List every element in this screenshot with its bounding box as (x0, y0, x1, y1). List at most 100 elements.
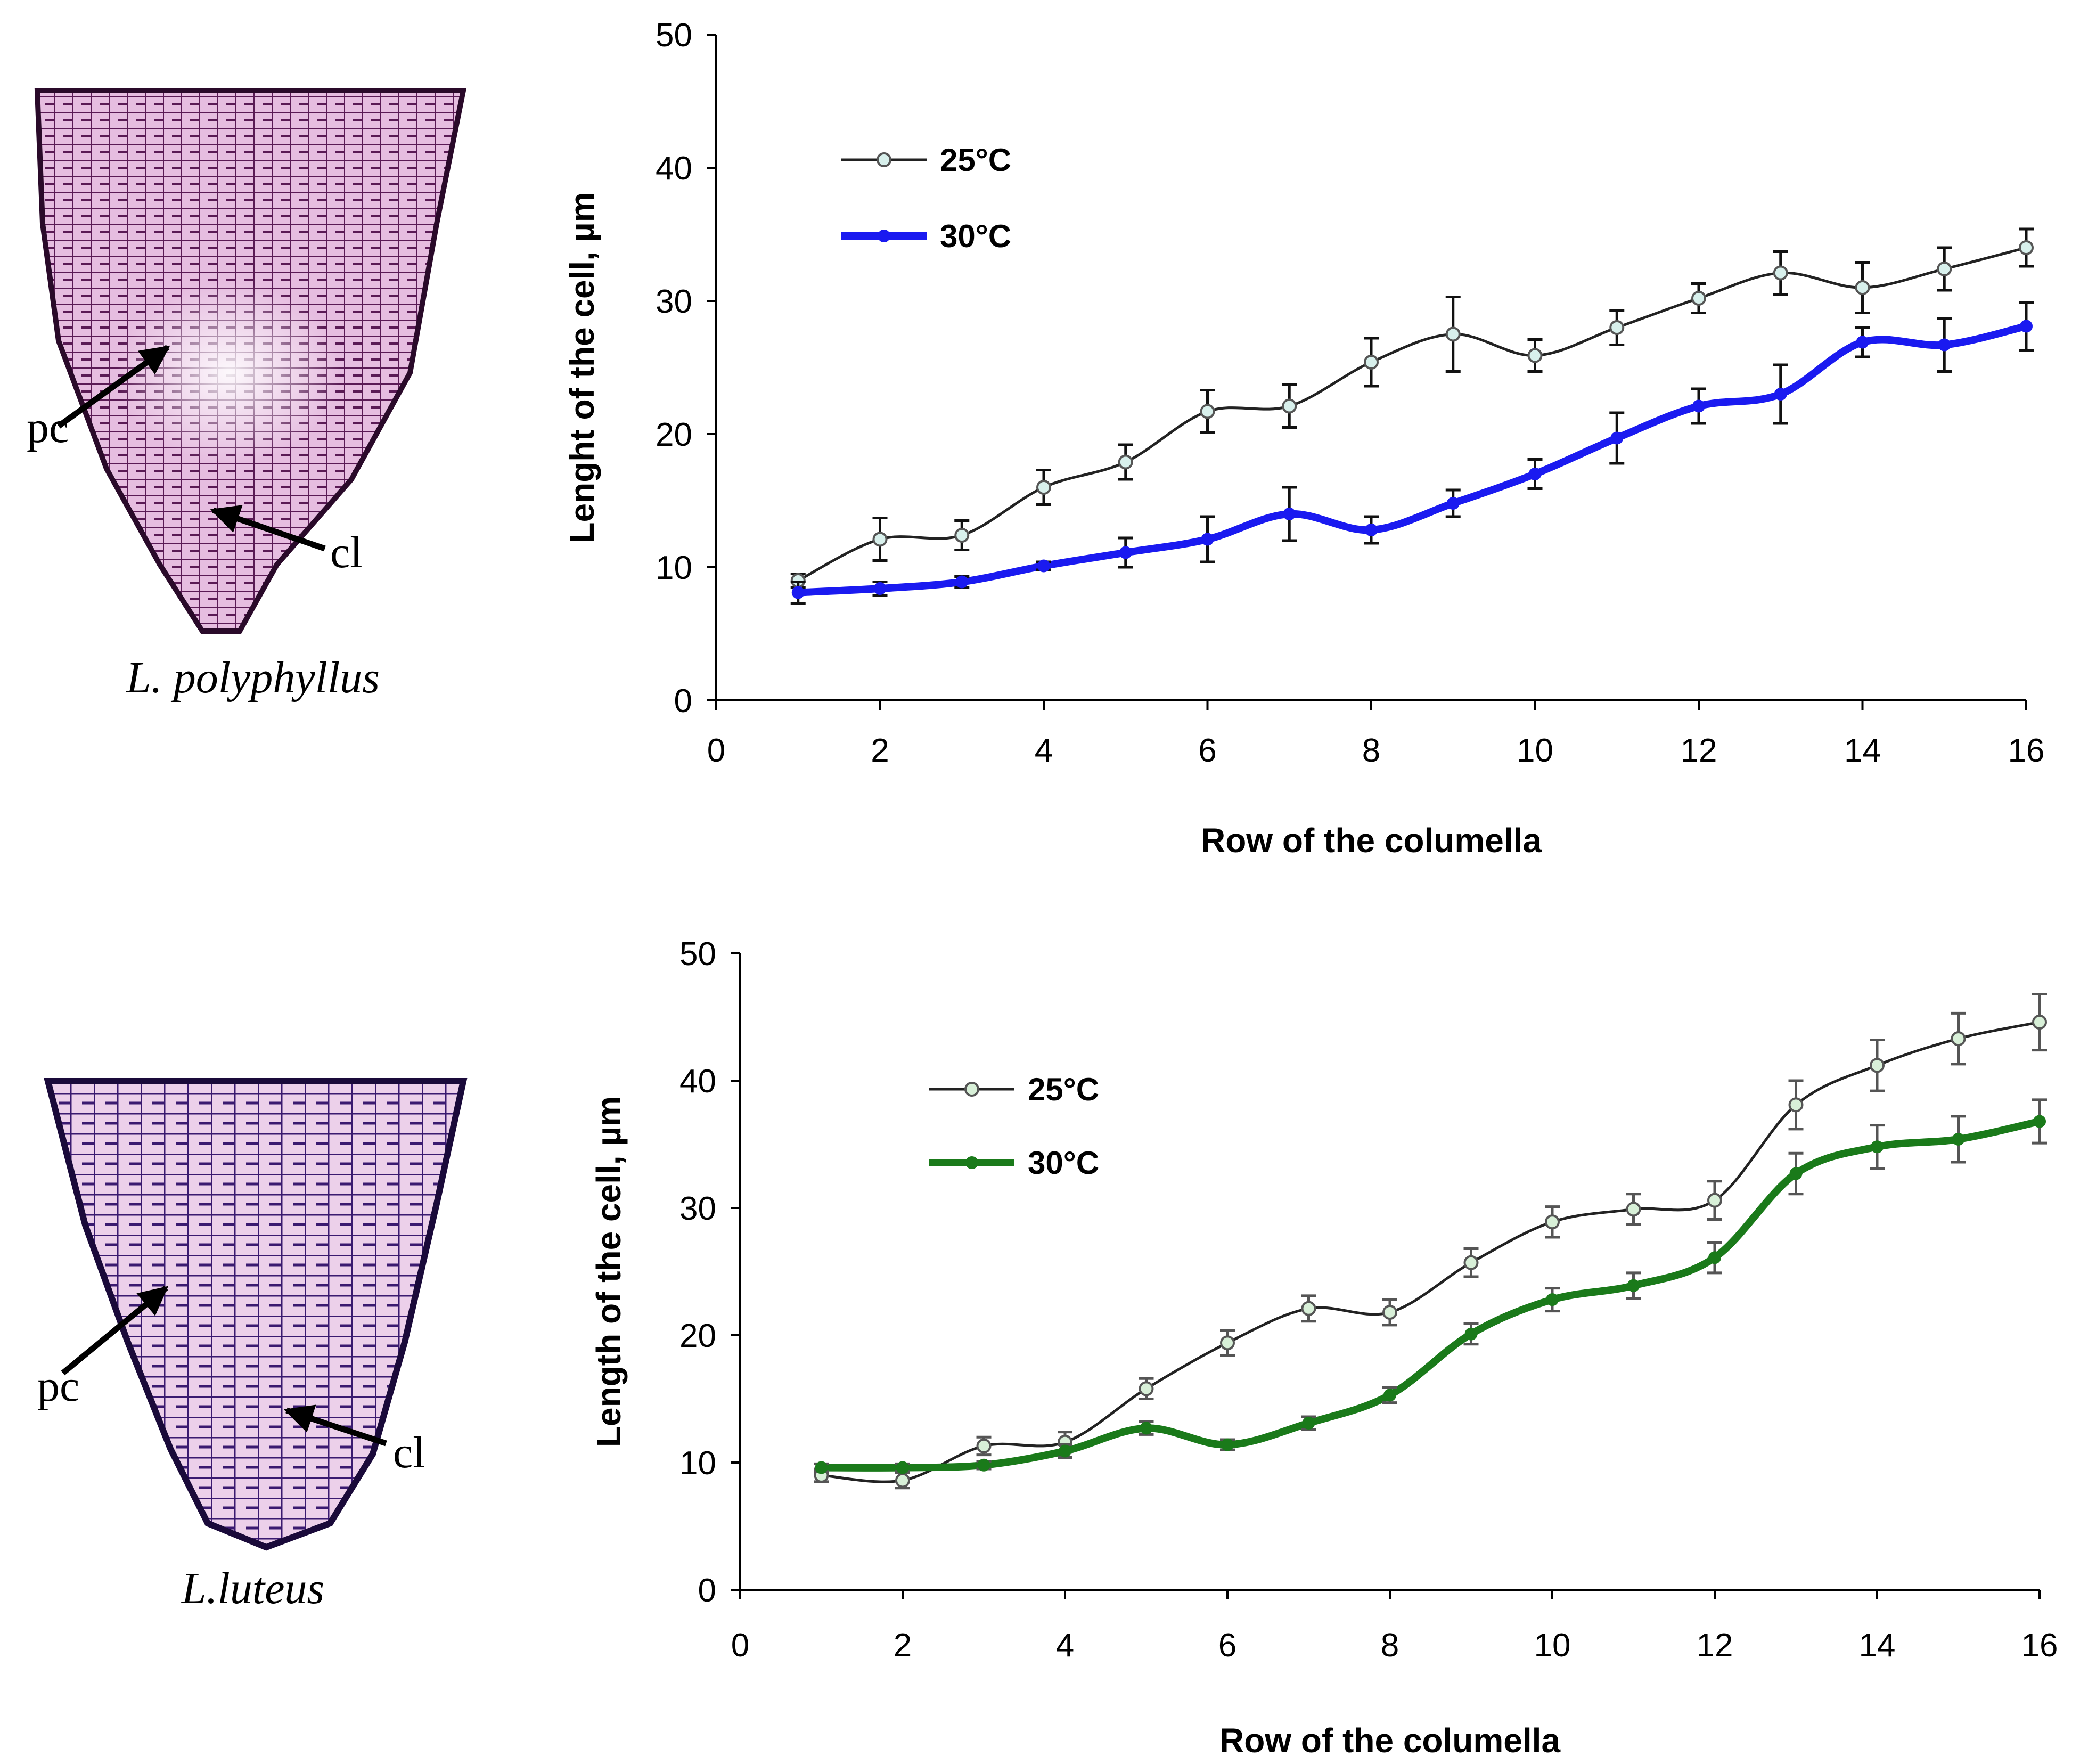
legend-marker (964, 1082, 979, 1097)
x-tick-label: 8 (1362, 732, 1380, 769)
series-1 (790, 301, 2034, 605)
series-line (821, 1117, 2041, 1472)
cl-label-b: cl (393, 1428, 425, 1477)
data-point (1118, 454, 1133, 470)
legend-item: 25°C (929, 1072, 1099, 1107)
legend-marker (877, 152, 891, 167)
photo-luteus: pc cl L.luteus (37, 1078, 468, 1613)
y-tick-label: 20 (656, 416, 692, 453)
y-tick-label: 40 (679, 1063, 716, 1100)
data-point (954, 528, 970, 543)
data-point (1445, 326, 1461, 342)
data-point (1036, 480, 1051, 495)
data-point (2033, 1115, 2046, 1128)
y-axis-title: Lenght of the cell, µm (563, 192, 601, 543)
y-tick-label: 10 (679, 1445, 716, 1482)
x-tick-label: 6 (1198, 732, 1216, 769)
data-point (1383, 1389, 1396, 1402)
photo-polyphyllus: pc cl L. polyphyllus (27, 88, 467, 703)
legend-item: 25°C (841, 142, 1011, 178)
data-point (977, 1458, 990, 1472)
x-tick-label: 6 (1218, 1627, 1236, 1664)
data-point (1283, 508, 1296, 520)
data-point (1691, 291, 1706, 306)
y-tick-label: 30 (679, 1190, 716, 1227)
data-point (976, 1438, 992, 1453)
data-point (1870, 1058, 1885, 1073)
data-point (1365, 524, 1378, 536)
data-point (872, 532, 888, 547)
x-tick-label: 0 (707, 732, 725, 769)
x-tick-label: 16 (2008, 732, 2045, 769)
data-point (1938, 338, 1951, 352)
series-line (797, 246, 2027, 582)
data-point (1446, 497, 1460, 510)
x-tick-label: 8 (1381, 1627, 1399, 1664)
cl-label-a: cl (330, 528, 363, 577)
chart-polyphyllus: 0 10 20 30 40 50 0 2 4 6 8 10 12 14 16 Row of the colum… (563, 17, 2044, 860)
legend-marker (965, 1156, 978, 1169)
x-tick-label: 12 (1681, 732, 1717, 769)
data-point (1610, 431, 1624, 445)
series-0 (814, 992, 2047, 1490)
chart-luteus: 0 10 20 30 40 50 0 2 4 6 8 10 12 14 16 Row of the colum… (589, 936, 2058, 1760)
data-point (1220, 1335, 1235, 1351)
y-tick-label: 0 (698, 1572, 716, 1609)
species-label-b: L.luteus (181, 1564, 324, 1613)
data-point (791, 586, 805, 599)
y-tick-label: 50 (656, 17, 692, 54)
data-point (1626, 1202, 1641, 1217)
data-point (1140, 1422, 1153, 1435)
x-tick-label: 4 (1035, 732, 1053, 769)
data-point (815, 1461, 828, 1474)
data-point (1609, 320, 1625, 335)
pc-arrow-b (61, 1285, 169, 1376)
data-point (1119, 546, 1132, 559)
data-point (1201, 533, 1214, 546)
pc-label-b: pc (37, 1361, 79, 1411)
data-point (1546, 1293, 1559, 1306)
legend-label: 25°C (1028, 1072, 1099, 1107)
y-tick-label: 10 (656, 550, 692, 586)
root-outline-a (34, 88, 467, 634)
legend-item: 30°C (841, 218, 1011, 254)
data-point (2019, 240, 2034, 255)
data-point (1528, 468, 1542, 480)
data-point (1627, 1279, 1640, 1292)
root-tissue-b (48, 1081, 463, 1547)
y-tick-label: 30 (656, 283, 692, 320)
data-point (955, 575, 969, 589)
data-point (1527, 348, 1543, 363)
data-point (2032, 1015, 2047, 1030)
data-point (1059, 1444, 1071, 1458)
data-point (1856, 336, 1869, 349)
pc-label-a: pc (27, 403, 69, 452)
x-tick-label: 2 (871, 732, 889, 769)
x-axis-title: Row of the columella (1201, 821, 1542, 860)
data-point (1707, 1193, 1722, 1208)
cl-arrow-a (210, 505, 326, 552)
x-tick-label: 14 (1844, 732, 1881, 769)
data-point (2020, 320, 2033, 333)
series-1 (814, 1098, 2047, 1474)
data-point (1464, 1327, 1478, 1341)
data-point (1282, 398, 1297, 414)
series-line (798, 322, 2027, 597)
x-tick-label: 14 (1859, 1627, 1896, 1664)
data-point (1871, 1140, 1884, 1154)
data-point (1037, 559, 1050, 573)
x-tick-label: 12 (1697, 1627, 1733, 1664)
y-tick-label: 20 (679, 1318, 716, 1354)
data-point (1692, 399, 1705, 413)
data-point (1937, 262, 1952, 276)
data-point (1855, 280, 1870, 295)
x-tick-label: 16 (2021, 1627, 2058, 1664)
data-point (1200, 404, 1215, 419)
data-point (1951, 1031, 1966, 1047)
data-point (1545, 1214, 1560, 1230)
x-tick-label: 10 (1534, 1627, 1571, 1664)
x-tick-label: 4 (1056, 1627, 1074, 1664)
legend-label: 30°C (940, 218, 1011, 254)
legend-item: 30°C (929, 1145, 1099, 1181)
